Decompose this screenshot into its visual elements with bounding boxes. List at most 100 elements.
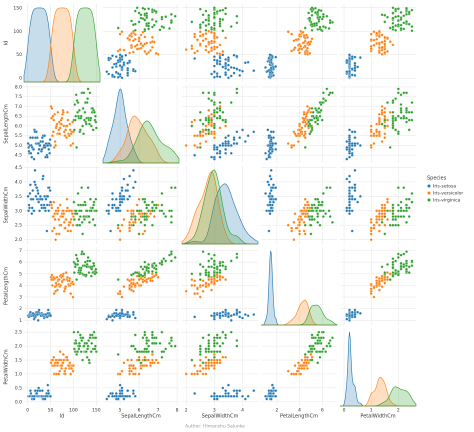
- panel: [343, 328, 399, 406]
- point: [198, 25, 202, 29]
- point: [350, 197, 354, 201]
- kde: [181, 183, 259, 245]
- point: [212, 144, 216, 147]
- point: [198, 350, 202, 354]
- point: [37, 147, 41, 151]
- point: [80, 339, 84, 342]
- point: [133, 333, 137, 337]
- point: [139, 283, 143, 287]
- point: [107, 72, 111, 76]
- point: [78, 215, 82, 218]
- point: [310, 355, 314, 359]
- point: [169, 209, 173, 213]
- point: [68, 128, 72, 132]
- point: [46, 383, 50, 387]
- point: [147, 7, 151, 11]
- point: [221, 50, 225, 53]
- point: [193, 372, 197, 376]
- point: [31, 197, 35, 201]
- y-tick-label: 50: [16, 52, 22, 58]
- point: [149, 49, 152, 52]
- point: [52, 355, 56, 359]
- point: [150, 223, 154, 227]
- point: [294, 38, 298, 42]
- point: [212, 253, 216, 257]
- point: [265, 397, 269, 401]
- point: [210, 118, 213, 122]
- point: [377, 218, 381, 221]
- point: [201, 283, 205, 287]
- x-axis-label: PetalLengthCm: [280, 414, 318, 420]
- point: [31, 136, 35, 140]
- point: [27, 203, 31, 207]
- point: [353, 308, 357, 312]
- point: [290, 144, 294, 147]
- point: [173, 344, 177, 348]
- point: [27, 145, 31, 149]
- point: [383, 20, 387, 24]
- point: [32, 147, 36, 151]
- point: [383, 47, 387, 51]
- point: [150, 358, 154, 362]
- point: [298, 229, 301, 233]
- point: [375, 275, 379, 279]
- point: [88, 91, 92, 95]
- point: [310, 106, 314, 110]
- point: [120, 295, 124, 299]
- point: [152, 23, 156, 27]
- point: [388, 145, 392, 149]
- point: [126, 66, 130, 70]
- point: [204, 48, 208, 52]
- point: [396, 87, 400, 91]
- point: [190, 20, 194, 24]
- point: [391, 209, 395, 213]
- point: [137, 20, 141, 24]
- point: [356, 200, 360, 204]
- point: [235, 392, 239, 395]
- point: [386, 218, 389, 221]
- y-axis-label: SepalLengthCm: [4, 104, 10, 144]
- point: [315, 21, 319, 25]
- point: [120, 369, 124, 373]
- point: [207, 50, 211, 54]
- point: [56, 110, 60, 114]
- point: [51, 130, 55, 134]
- point: [137, 36, 141, 40]
- point: [173, 256, 177, 259]
- point: [90, 341, 94, 345]
- point: [54, 238, 58, 242]
- point: [348, 151, 351, 155]
- y-tick-label: 1.0: [15, 371, 22, 377]
- point: [36, 189, 40, 192]
- point: [71, 223, 75, 227]
- point: [118, 48, 122, 52]
- point: [229, 314, 233, 318]
- point: [299, 215, 303, 218]
- point: [85, 341, 89, 345]
- point: [196, 372, 199, 376]
- point: [229, 394, 233, 398]
- point: [396, 209, 400, 213]
- point: [212, 155, 216, 159]
- point: [71, 142, 75, 145]
- point: [59, 283, 63, 287]
- point: [348, 192, 351, 195]
- y-tick-label: 2.5: [15, 223, 22, 229]
- point: [321, 209, 325, 213]
- point: [268, 394, 272, 398]
- point: [405, 250, 408, 254]
- point: [118, 238, 122, 242]
- point: [218, 278, 222, 282]
- point: [133, 44, 137, 48]
- point: [150, 350, 154, 354]
- point: [70, 209, 74, 213]
- point: [91, 128, 95, 132]
- point: [238, 136, 242, 140]
- point: [227, 68, 230, 72]
- point: [60, 364, 64, 368]
- point: [218, 350, 222, 354]
- point: [369, 130, 373, 134]
- point: [63, 287, 67, 291]
- point: [353, 313, 357, 316]
- point: [218, 358, 222, 362]
